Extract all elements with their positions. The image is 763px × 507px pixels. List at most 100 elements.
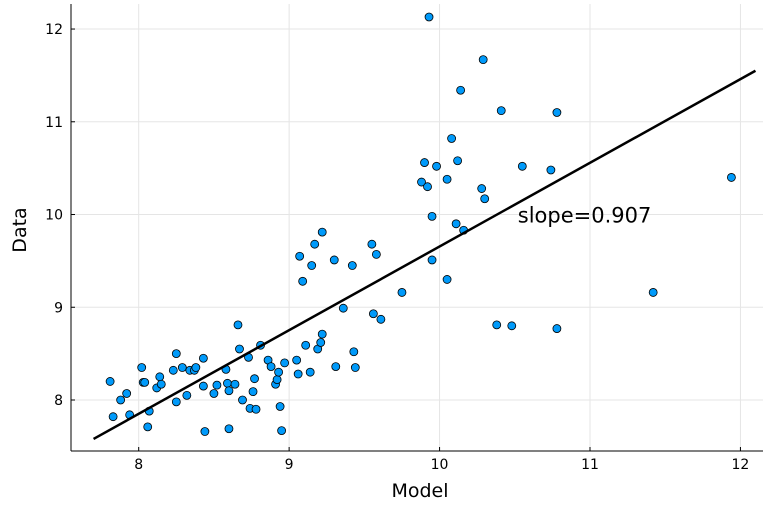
data-point [492,320,502,330]
data-point [552,324,562,333]
data-point [727,173,736,182]
data-point [140,377,150,387]
data-point [209,389,219,398]
data-point [310,239,320,249]
data-point [212,380,222,390]
data-point [292,355,302,365]
data-point [424,12,434,22]
data-point [546,165,556,175]
data-point [420,158,429,167]
data-point [451,219,461,229]
data-point [367,239,377,249]
x-tick-label: 10 [431,457,449,473]
data-point [143,422,153,432]
data-point [156,379,166,389]
fit-line [92,69,757,441]
data-point [298,276,308,286]
data-point [442,174,452,184]
data-point [301,340,311,350]
data-point [447,134,457,143]
x-tick-label: 9 [285,457,294,473]
grid-lines [71,4,763,451]
data-point [105,377,115,386]
data-point [108,412,118,422]
y-tick-label: 9 [54,300,63,316]
data-point [316,338,326,347]
data-point [478,55,488,65]
data-point [168,365,178,375]
data-point [275,402,285,411]
data-point [230,379,240,389]
data-point [233,320,243,330]
data-point [171,349,181,359]
data-point [200,427,210,436]
y-axis-label: Data [9,207,31,252]
data-point [427,211,437,221]
data-point [295,251,305,261]
data-point [456,85,466,95]
data-point [224,424,234,434]
data-point [648,288,658,297]
data-point [277,426,287,435]
data-point [368,309,378,319]
x-axis-label: Model [391,480,448,502]
data-point [517,161,527,171]
data-point [427,255,437,265]
data-point [305,367,315,377]
data-point [224,386,234,396]
data-point [293,369,303,379]
y-tick-label: 11 [45,115,63,131]
data-point [376,314,386,324]
data-point [442,275,452,284]
slope-annotation: slope=0.907 [518,203,652,227]
data-point [477,184,487,193]
y-tick-label: 10 [45,208,63,224]
data-point [371,249,381,259]
x-tick-label: 8 [134,457,143,473]
y-tick-label: 8 [54,393,63,409]
data-point [496,106,506,116]
data-point [480,194,490,204]
x-tick-labels: 8 9 10 11 12 [134,447,749,473]
data-point [423,182,432,192]
data-point [266,362,276,372]
data-point [347,261,357,270]
data-point [122,389,132,398]
data-point [223,378,232,388]
data-point [329,255,339,265]
data-point [137,363,147,372]
data-point [317,227,327,237]
x-tick-label: 11 [581,457,599,473]
data-point [280,358,290,368]
data-point [453,156,463,166]
data-point [155,372,165,382]
data-point [250,374,259,384]
data-point [338,303,348,313]
data-point [171,397,181,407]
data-point [177,363,187,372]
y-tick-labels: 8 9 10 11 12 [45,22,75,409]
data-point [191,363,201,372]
data-point [248,387,258,397]
data-point [235,344,244,354]
y-tick-label: 12 [45,22,63,38]
data-point [350,363,360,372]
x-tick-label: 12 [732,457,750,473]
data-point [552,108,562,117]
data-point [331,362,341,372]
data-point [307,261,317,270]
data-point [182,390,192,400]
data-point [198,353,208,363]
data-point [507,321,517,331]
plot-frame [70,4,763,452]
data-point [349,347,359,357]
data-point [317,329,327,339]
data-point [251,404,261,414]
data-point [432,161,441,171]
data-point [198,381,208,391]
data-point [417,177,426,187]
data-point [238,395,247,405]
data-point [397,288,407,297]
